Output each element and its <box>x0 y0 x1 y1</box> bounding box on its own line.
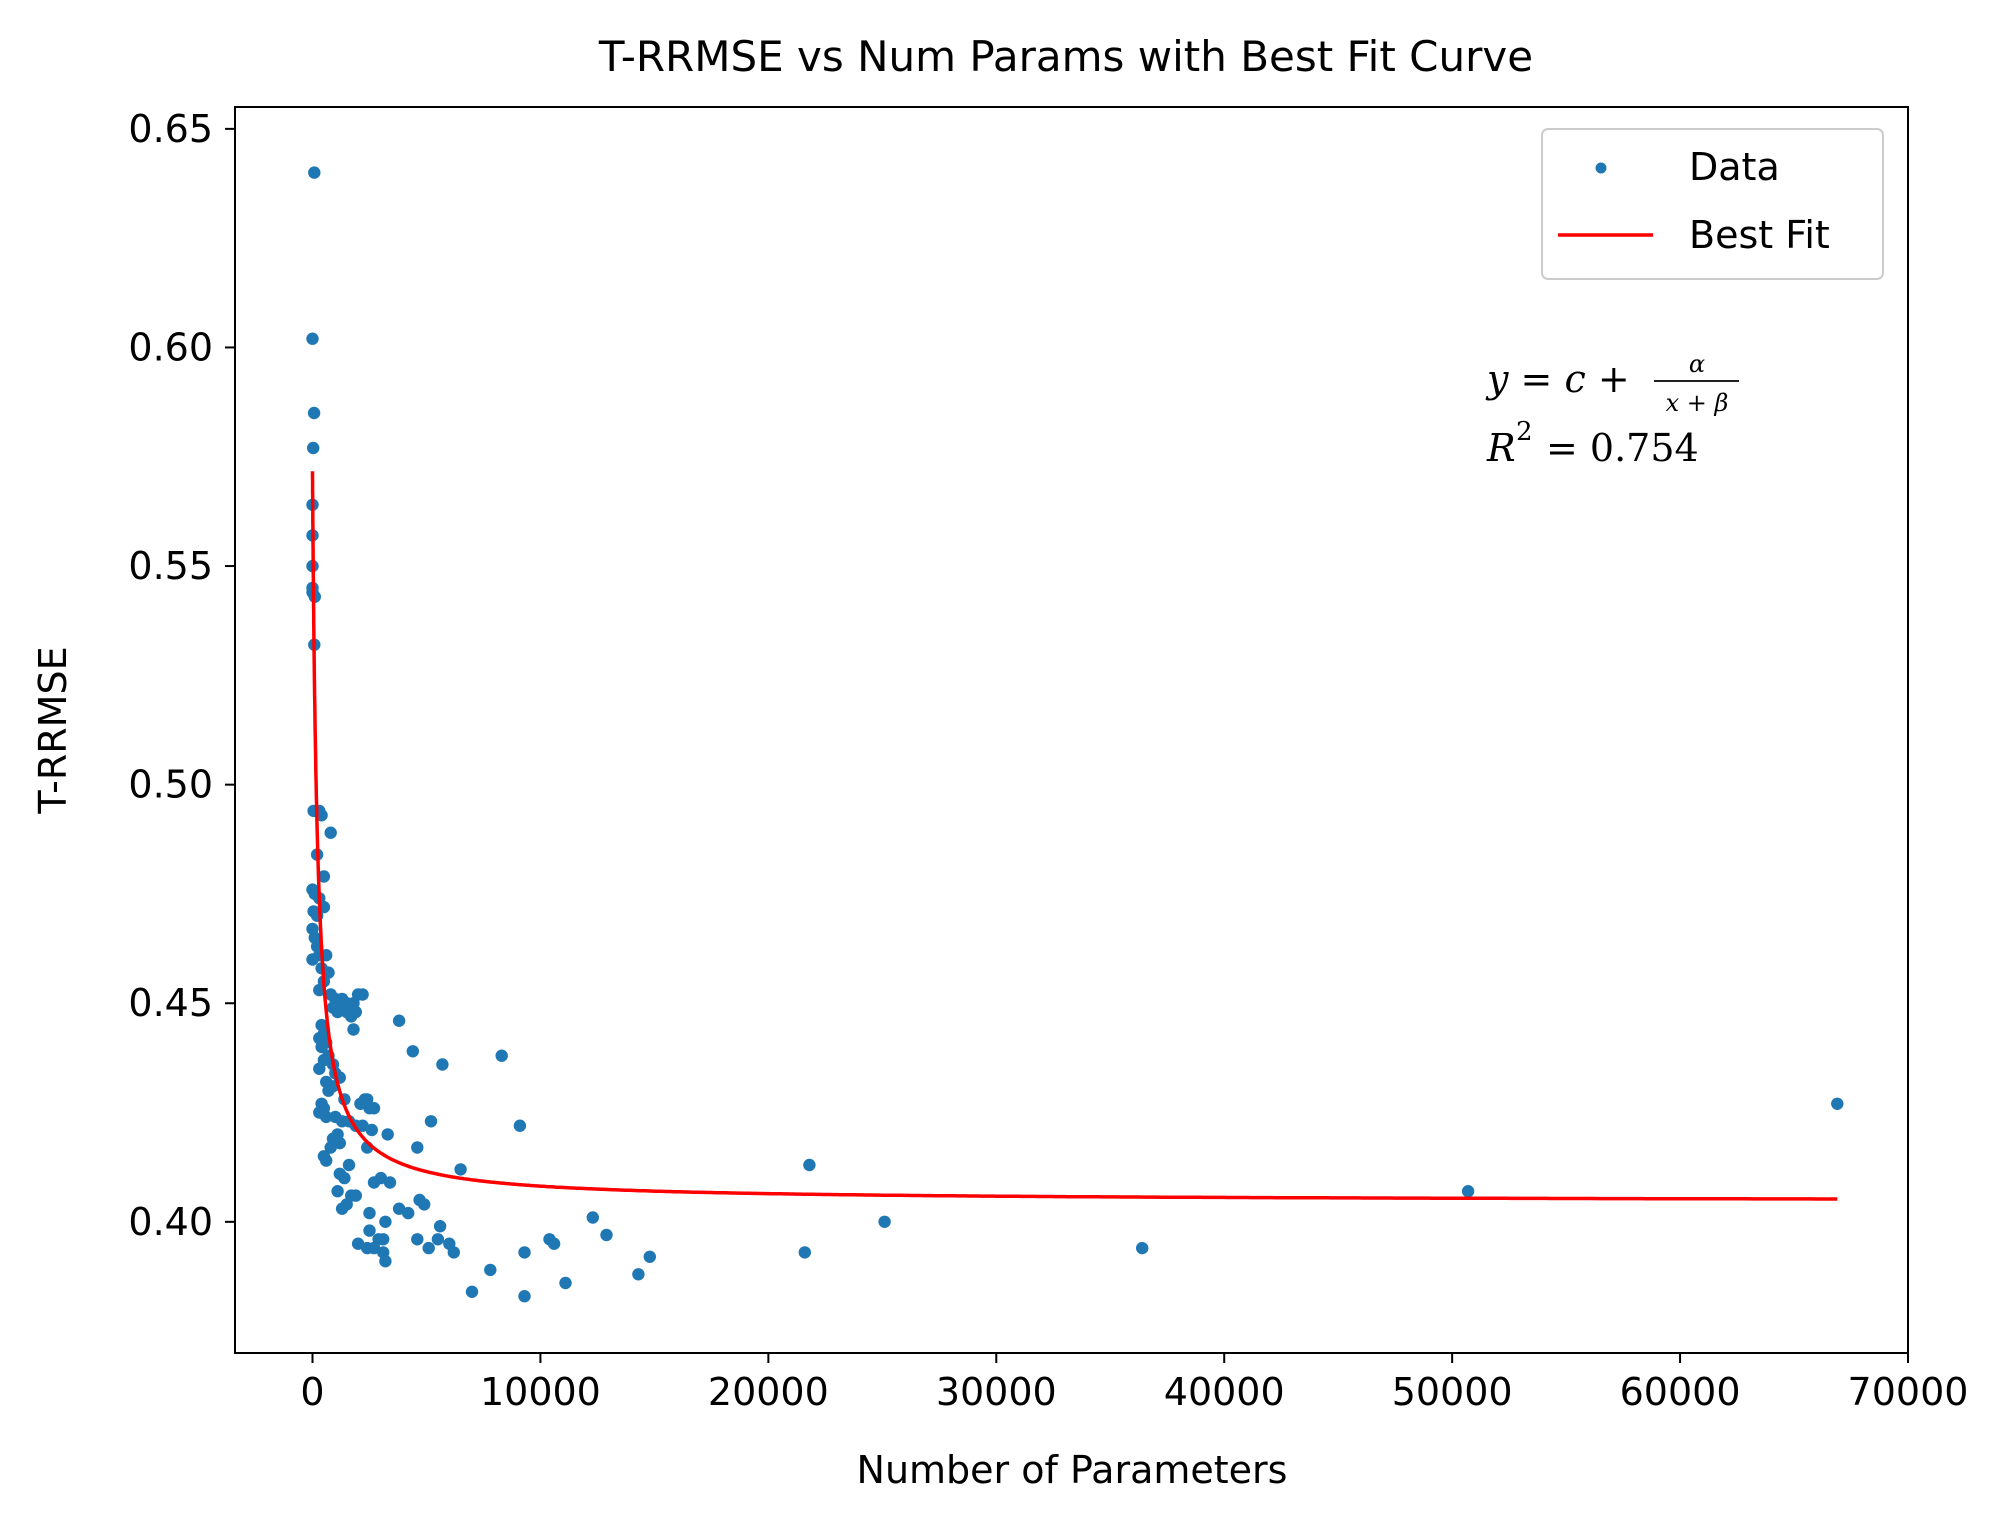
data-point <box>324 1141 337 1154</box>
data-point <box>349 1189 362 1202</box>
data-point <box>518 1290 531 1303</box>
data-point <box>1831 1097 1844 1111</box>
x-tick-label: 10000 <box>480 1370 601 1414</box>
data-point <box>1461 1185 1475 1198</box>
data-point <box>424 1115 438 1128</box>
data-point <box>306 953 319 966</box>
data-point <box>547 1237 561 1250</box>
x-tick-label: 40000 <box>1164 1370 1285 1414</box>
data-point <box>315 1040 328 1054</box>
data-point <box>363 1206 376 1220</box>
y-axis-label: T-RRMSE <box>31 646 75 814</box>
data-point <box>878 1215 891 1229</box>
data-point <box>518 1246 531 1259</box>
plot-frame <box>234 106 1909 1354</box>
data-point <box>331 1005 344 1019</box>
data-point <box>347 1023 360 1036</box>
data-point <box>436 1058 449 1071</box>
data-point <box>411 1233 424 1246</box>
data-point <box>377 1233 390 1246</box>
formula-lhs: y = c + <box>1485 357 1630 401</box>
r2-superscript: 2 <box>1516 417 1533 447</box>
plot-area <box>306 166 1844 1303</box>
formula-denominator: x + β <box>1666 389 1729 417</box>
data-point <box>367 1102 381 1115</box>
data-point <box>340 1198 353 1211</box>
y-tick-label: 0.50 <box>128 763 213 807</box>
x-tick-label: 50000 <box>1392 1370 1513 1414</box>
data-point <box>363 1224 376 1237</box>
data-point <box>324 826 337 839</box>
data-point <box>379 1255 392 1268</box>
data-point <box>317 870 331 883</box>
data-point <box>1136 1241 1149 1255</box>
data-point <box>320 1154 333 1167</box>
data-point <box>392 1014 406 1027</box>
data-point <box>313 1106 326 1119</box>
legend-fit-label: Best Fit <box>1689 213 1830 257</box>
data-point <box>447 1246 460 1259</box>
y-tick-label: 0.60 <box>128 325 213 369</box>
data-point <box>356 1119 369 1132</box>
data-point <box>308 166 321 179</box>
data-point <box>422 1241 435 1255</box>
x-tick-label: 0 <box>300 1370 324 1414</box>
x-tick-label: 20000 <box>708 1370 829 1414</box>
data-point <box>465 1285 479 1299</box>
data-point <box>495 1049 508 1062</box>
r2-lhs: R <box>1486 426 1516 470</box>
data-point <box>379 1215 392 1229</box>
formula-numerator: α <box>1689 350 1705 378</box>
best-fit-line <box>310 469 1838 1201</box>
y-tick-label: 0.40 <box>128 1200 213 1244</box>
data-point <box>406 1045 419 1058</box>
y-tick-label: 0.65 <box>128 107 213 151</box>
data-point <box>307 441 320 455</box>
data-point <box>342 1158 356 1172</box>
data-point <box>559 1276 572 1290</box>
data-point <box>383 1176 397 1189</box>
data-point <box>338 1171 351 1185</box>
data-point <box>306 332 319 345</box>
y-axis: 0.40 0.45 0.50 0.55 0.60 0.65 <box>128 107 235 1244</box>
data-point <box>365 1123 378 1137</box>
x-axis-label: Number of Parameters <box>857 1448 1288 1492</box>
data-point <box>484 1263 497 1277</box>
data-point <box>643 1250 656 1264</box>
x-tick-label: 60000 <box>1620 1370 1741 1414</box>
data-point <box>381 1128 394 1141</box>
data-point <box>600 1228 613 1242</box>
data-point <box>367 1241 381 1255</box>
r2-rhs: = 0.754 <box>1546 426 1699 470</box>
x-axis: 0 10000 20000 30000 40000 50000 60000 70000 <box>300 1353 1968 1414</box>
chart-title: T-RRMSE vs Num Params with Best Fit Curv… <box>598 32 1533 81</box>
y-tick-label: 0.45 <box>128 981 213 1025</box>
data-point <box>418 1198 431 1211</box>
legend-data-label: Data <box>1689 145 1780 189</box>
data-point <box>513 1119 527 1132</box>
data-point <box>356 988 369 1001</box>
data-point <box>454 1163 467 1176</box>
data-point <box>798 1246 811 1259</box>
x-tick-label: 70000 <box>1848 1370 1969 1414</box>
data-point <box>433 1220 447 1233</box>
legend-box <box>1541 128 1884 280</box>
data-point <box>349 1005 362 1019</box>
data-point <box>803 1158 816 1172</box>
legend: Data Best Fit <box>1541 128 1884 280</box>
data-point <box>313 1062 326 1076</box>
data-point <box>632 1268 645 1281</box>
legend-data-marker <box>1595 162 1607 174</box>
y-tick-label: 0.55 <box>128 544 213 588</box>
x-tick-label: 30000 <box>936 1370 1057 1414</box>
data-point <box>586 1211 599 1224</box>
fit-annotation: y = c + α x + β R 2 = 0.754 <box>1485 350 1739 470</box>
data-point <box>331 1185 344 1198</box>
data-point <box>411 1141 424 1154</box>
data-point <box>307 406 321 420</box>
data-point <box>402 1206 415 1220</box>
data-point <box>431 1233 445 1246</box>
